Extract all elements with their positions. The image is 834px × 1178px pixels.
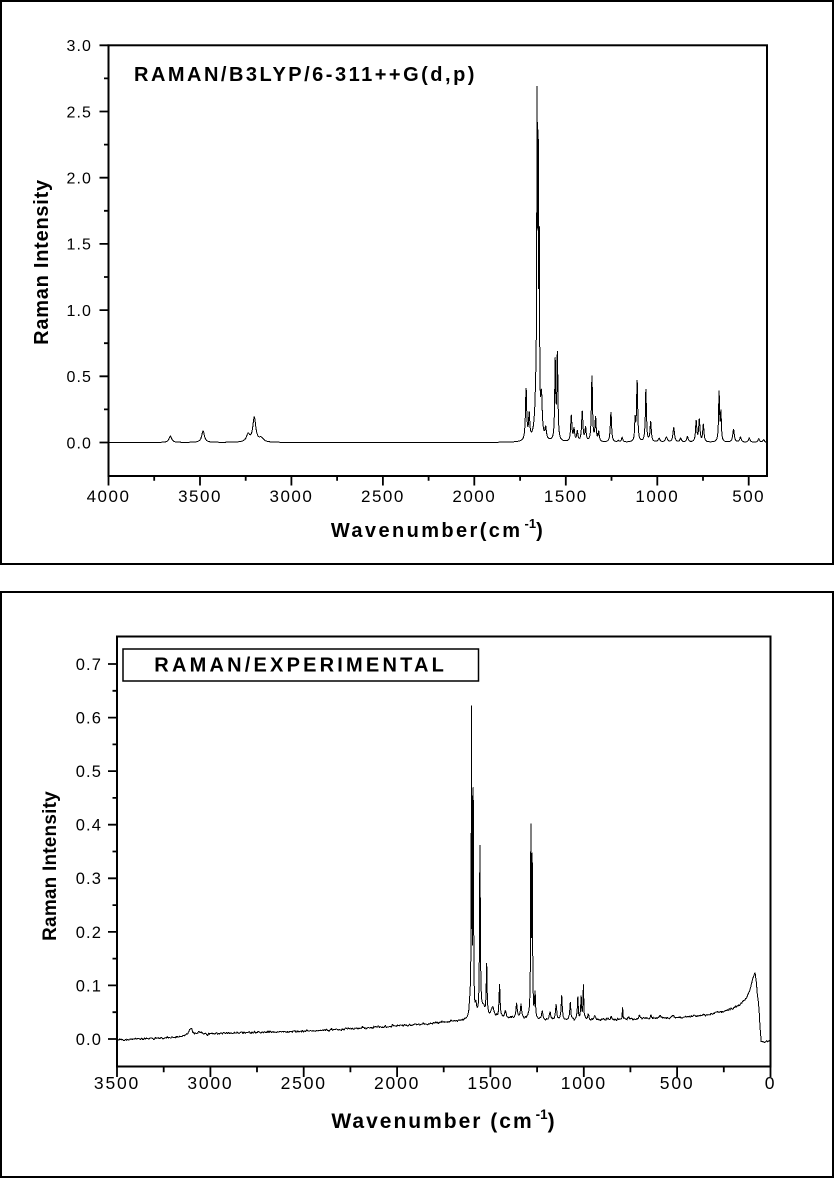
svg-text:Wavenumber(cm-1): Wavenumber(cm -1) (331, 516, 545, 542)
svg-text:0.5: 0.5 (76, 763, 102, 781)
svg-text:3000: 3000 (269, 487, 313, 506)
svg-text:3500: 3500 (94, 1073, 140, 1093)
svg-text:3500: 3500 (178, 487, 222, 506)
svg-text:3.0: 3.0 (66, 38, 92, 55)
svg-text:1000: 1000 (635, 487, 679, 506)
svg-text:0.2: 0.2 (76, 924, 102, 942)
svg-text:1000: 1000 (561, 1073, 607, 1093)
svg-text:0.5: 0.5 (66, 369, 92, 386)
svg-text:2.0: 2.0 (66, 171, 92, 188)
svg-text:0.6: 0.6 (76, 710, 102, 728)
svg-text:2.5: 2.5 (66, 104, 92, 121)
svg-text:Raman Intensity: Raman Intensity (40, 791, 61, 941)
svg-text:Wavenumber (cm-1): Wavenumber (cm -1) (331, 1107, 556, 1133)
svg-text:2000: 2000 (374, 1073, 420, 1093)
svg-text:500: 500 (732, 487, 765, 506)
svg-text:3000: 3000 (187, 1073, 233, 1093)
svg-text:0.3: 0.3 (76, 870, 102, 888)
svg-text:0.7: 0.7 (76, 656, 102, 674)
svg-text:1.0: 1.0 (66, 303, 92, 320)
svg-text:2500: 2500 (361, 487, 405, 506)
svg-text:4000: 4000 (87, 487, 131, 506)
svg-text:Raman Intensity: Raman Intensity (31, 179, 53, 345)
svg-text:0.4: 0.4 (76, 817, 102, 835)
svg-text:500: 500 (660, 1073, 695, 1093)
svg-text:2000: 2000 (452, 487, 496, 506)
svg-text:0.1: 0.1 (76, 977, 102, 995)
svg-text:1500: 1500 (467, 1073, 513, 1093)
svg-text:0.0: 0.0 (76, 1031, 102, 1049)
svg-text:0: 0 (765, 1073, 777, 1093)
svg-text:0.0: 0.0 (66, 435, 92, 452)
svg-text:2500: 2500 (281, 1073, 327, 1093)
svg-text:1500: 1500 (544, 487, 588, 506)
svg-text:RAMAN/EXPERIMENTAL: RAMAN/EXPERIMENTAL (154, 655, 447, 677)
svg-text:1.5: 1.5 (66, 237, 92, 254)
svg-text:RAMAN/B3LYP/6-311++G(d,p): RAMAN/B3LYP/6-311++G(d,p) (134, 64, 477, 86)
